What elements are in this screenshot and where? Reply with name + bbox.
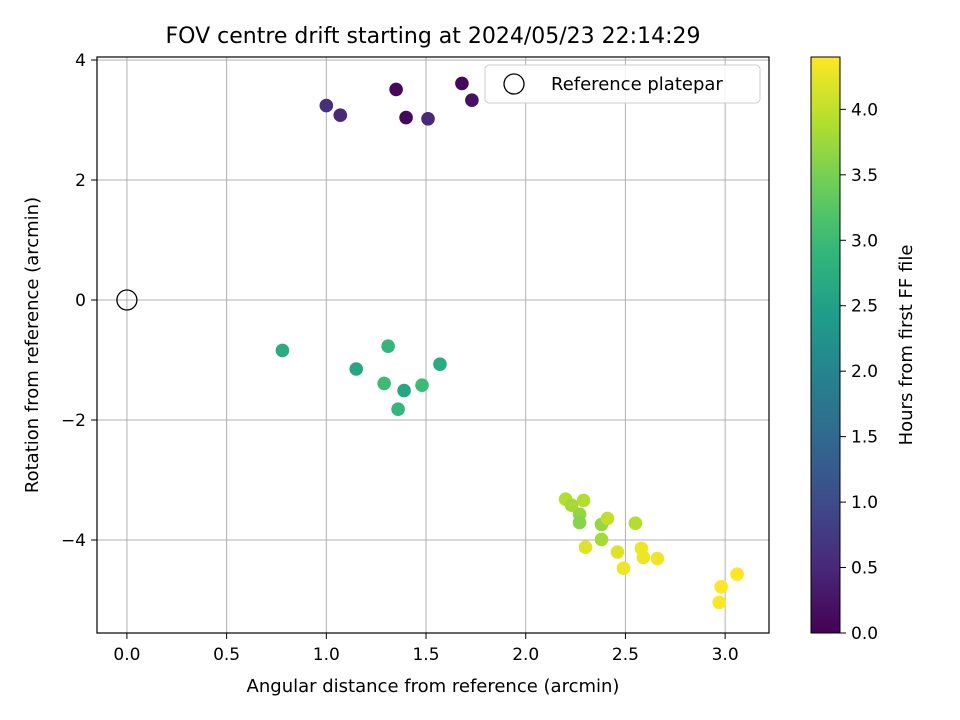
x-tick-label: 2.0 <box>512 645 539 665</box>
data-point <box>594 532 609 547</box>
legend: Reference platepar <box>484 64 761 104</box>
data-point <box>377 376 391 391</box>
data-point <box>391 402 405 417</box>
colorbar-tick-label: 2.5 <box>851 297 878 317</box>
x-tick-label: 3.0 <box>712 645 739 665</box>
data-point <box>389 82 403 97</box>
colorbar-tick-label: 1.0 <box>851 493 878 513</box>
colorbar <box>810 56 841 634</box>
data-point <box>616 561 631 575</box>
data-point <box>381 339 395 354</box>
x-tick-label: 1.5 <box>412 645 439 665</box>
data-point <box>636 550 651 565</box>
chart-title: FOV centre drift starting at 2024/05/23 … <box>166 24 701 49</box>
data-point <box>572 515 587 530</box>
y-tick-label: 0 <box>75 291 86 311</box>
data-point <box>319 98 334 113</box>
data-point <box>421 112 435 126</box>
data-point <box>415 378 429 393</box>
colorbar-tick-label: 3.0 <box>851 231 878 251</box>
data-point <box>600 511 615 526</box>
reference-marker-group <box>116 289 138 311</box>
data-point <box>564 498 579 512</box>
legend-reference-marker <box>503 73 525 95</box>
data-point <box>465 93 479 107</box>
data-points <box>275 76 744 610</box>
colorbar-tick-label: 1.5 <box>851 428 878 448</box>
data-point <box>349 362 364 376</box>
x-axis-label: Angular distance from reference (arcmin) <box>247 676 620 697</box>
y-tick-label: −4 <box>61 531 86 551</box>
data-point <box>578 540 593 554</box>
x-tick-label: 0.5 <box>213 645 240 665</box>
reference-platepar-marker <box>116 289 138 311</box>
colorbar-tick-label: 2.0 <box>851 362 878 382</box>
x-tick-label: 2.5 <box>612 645 639 665</box>
data-point <box>712 595 726 610</box>
grid-lines <box>97 57 769 633</box>
x-axis-ticks: 0.0 0.5 1.0 1.5 2.0 2.5 3.0 <box>113 633 739 665</box>
colorbar-ticks: 0.0 0.5 1.0 1.5 2.0 2.5 3.0 3.5 4.0 <box>840 100 878 644</box>
data-point <box>610 545 625 559</box>
data-point <box>433 357 447 372</box>
plot-frame <box>96 56 770 634</box>
colorbar-tick-label: 0.0 <box>851 624 878 644</box>
data-point <box>455 76 469 91</box>
legend-entry-reference-platepar: Reference platepar <box>551 74 723 95</box>
x-tick-label: 0.0 <box>113 645 140 665</box>
y-axis-label: Rotation from reference (arcmin) <box>22 197 43 493</box>
data-point <box>650 551 665 566</box>
legend-box <box>484 64 761 104</box>
data-point <box>333 108 348 122</box>
y-tick-label: 2 <box>75 171 86 191</box>
y-tick-label: 4 <box>75 51 86 71</box>
data-point <box>576 493 591 508</box>
colorbar-label: Hours from first FF file <box>896 245 917 446</box>
x-tick-label: 1.0 <box>313 645 340 665</box>
data-point <box>730 567 744 581</box>
data-point <box>399 110 413 125</box>
data-point <box>714 580 728 594</box>
colorbar-tick-label: 4.0 <box>851 100 878 120</box>
data-point <box>397 383 411 398</box>
data-point <box>628 516 643 530</box>
data-point <box>275 343 290 358</box>
colorbar-tick-label: 3.5 <box>851 166 878 186</box>
colorbar-tick-label: 0.5 <box>851 559 878 579</box>
y-axis-ticks: −4 −2 0 2 4 <box>61 51 97 551</box>
y-tick-label: −2 <box>61 411 86 431</box>
